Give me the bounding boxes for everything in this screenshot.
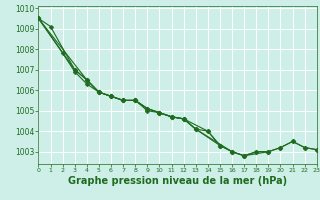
X-axis label: Graphe pression niveau de la mer (hPa): Graphe pression niveau de la mer (hPa) bbox=[68, 176, 287, 186]
